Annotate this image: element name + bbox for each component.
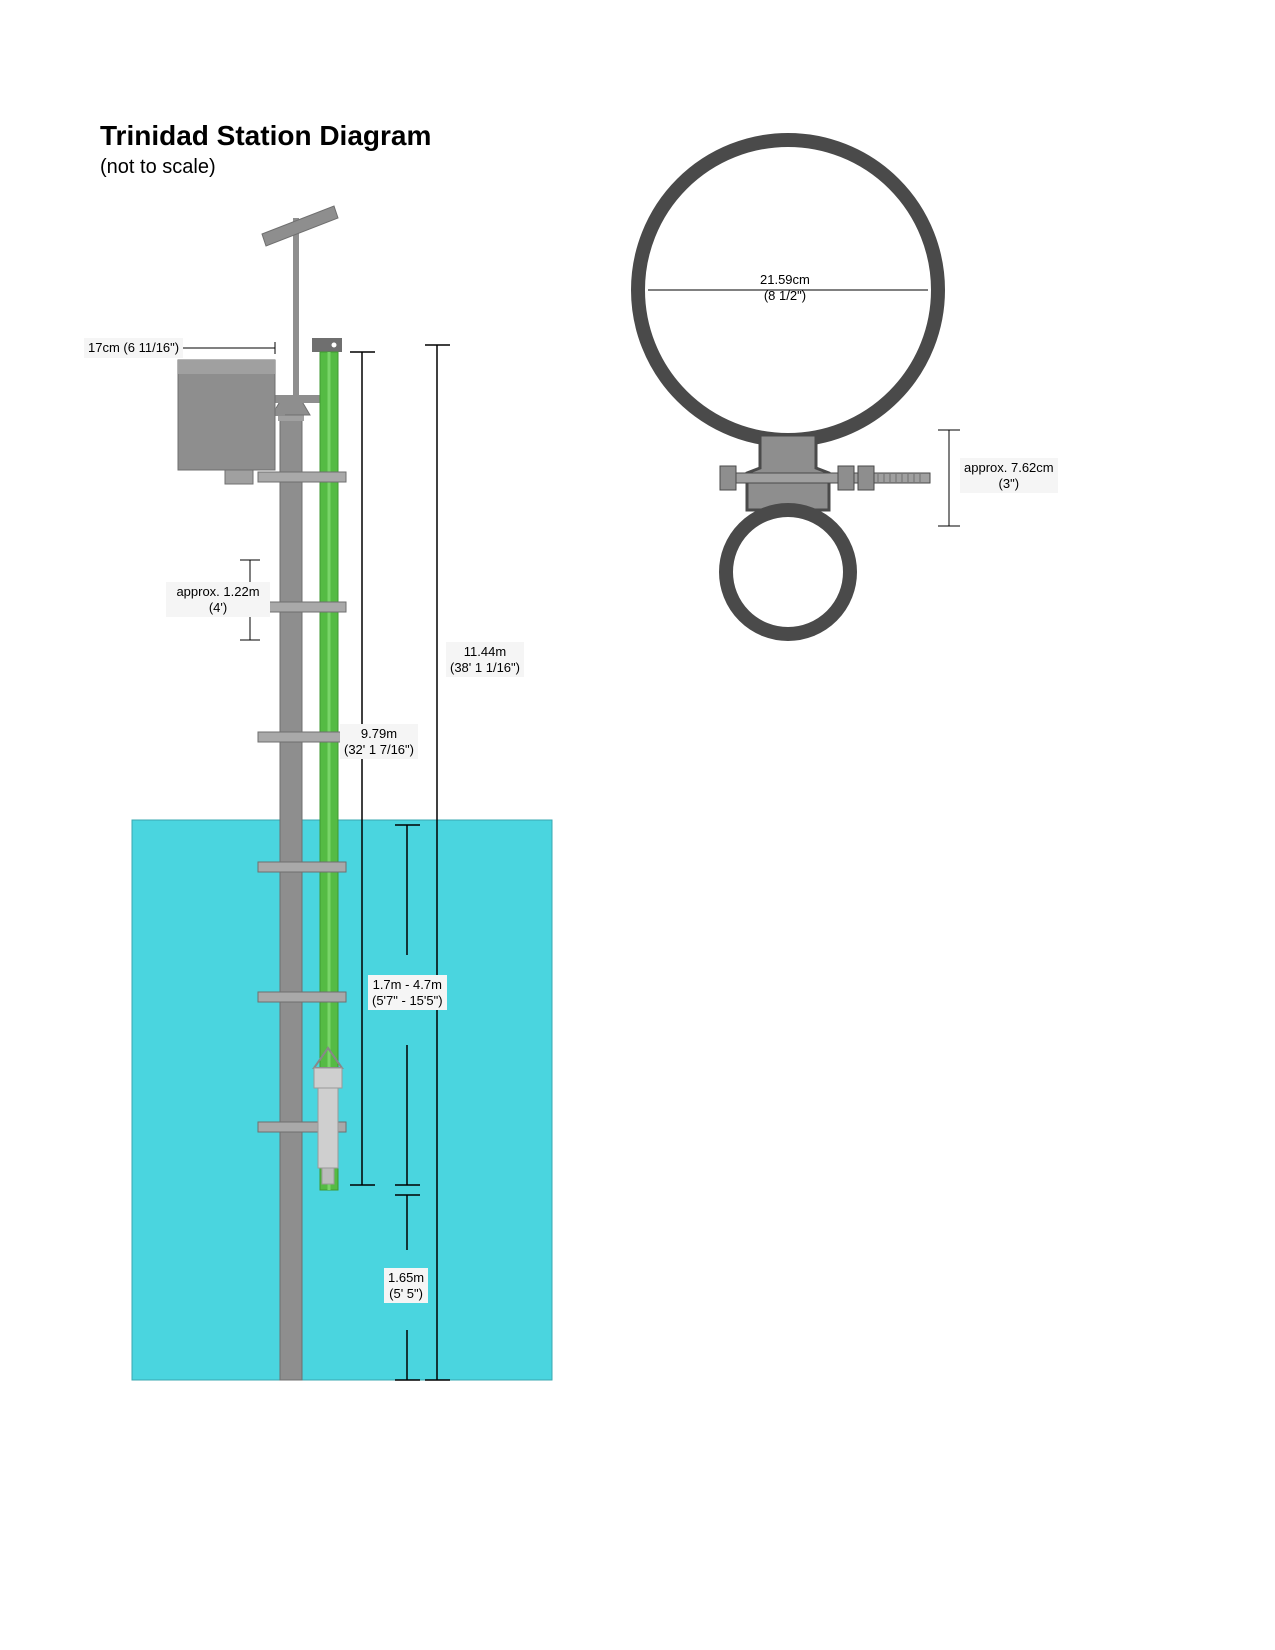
sensor-body (318, 1088, 338, 1168)
clamp-bolt-shaft (720, 473, 930, 483)
sensor-tip (322, 1168, 334, 1184)
ladder-spacing-imperial: (4') (209, 600, 227, 615)
total-imperial: (38' 1 1/16") (450, 660, 520, 675)
green-pipe-cap (312, 338, 342, 352)
total-metric: 11.44m (464, 644, 506, 659)
ladder-spacing-metric: 1.22m (223, 584, 259, 599)
clamp-bolt-head (720, 466, 736, 490)
label-total-height: 11.44m (38' 1 1/16") (446, 642, 524, 677)
clamp-dia-imperial: (8 1/2") (764, 288, 806, 303)
below-metric: 1.65m (388, 1270, 424, 1285)
station-diagram (0, 0, 1275, 1650)
enclosure-width-imperial: (6 11/16") (123, 340, 179, 355)
label-clamp-bolt: approx. 7.62cm (3") (960, 458, 1058, 493)
clamp-assembly (638, 140, 960, 634)
enclosure-foot (225, 470, 253, 484)
clamp-bolt-prefix: approx. (964, 460, 1011, 475)
label-below-sensor: 1.65m (5' 5") (384, 1268, 428, 1303)
main-pile (280, 415, 302, 1380)
enclosure-lid (178, 360, 275, 374)
cap-hole (332, 343, 337, 348)
water-rect (132, 820, 552, 1380)
label-tidal-range: 1.7m - 4.7m (5'7" - 15'5") (368, 975, 447, 1010)
clamp-bolt-metric: 7.62cm (1011, 460, 1054, 475)
dim-enclosure-width (178, 342, 275, 354)
clamp-dia-metric: 21.59cm (760, 272, 810, 287)
solar-panel (262, 206, 338, 246)
below-imperial: (5' 5") (389, 1286, 423, 1301)
clamp-small-ring (726, 510, 850, 634)
enclosure-box (178, 360, 275, 470)
clamp-nut-1 (838, 466, 854, 490)
label-green-pipe: 9.79m (32' 1 7/16") (340, 724, 418, 759)
enclosure-width-metric: 17cm (88, 340, 120, 355)
ladder-spacing-prefix: approx. (176, 584, 223, 599)
clamp-nut-2 (858, 466, 874, 490)
label-ladder-spacing: approx. 1.22m (4') (166, 582, 270, 617)
green-len-imperial: (32' 1 7/16") (344, 742, 414, 757)
tidal-metric: 1.7m - 4.7m (373, 977, 442, 992)
page: Trinidad Station Diagram (not to scale) (0, 0, 1275, 1650)
label-enclosure-width: 17cm (6 11/16") (84, 338, 183, 358)
tidal-imperial: (5'7" - 15'5") (372, 993, 443, 1008)
clamp-bolt-imperial: (3") (999, 476, 1020, 491)
label-clamp-diameter: 21.59cm (8 1/2") (756, 270, 814, 305)
sensor-top (314, 1068, 342, 1088)
green-len-metric: 9.79m (361, 726, 397, 741)
solar-pole (293, 218, 299, 398)
dim-clamp-bolt (938, 430, 960, 526)
